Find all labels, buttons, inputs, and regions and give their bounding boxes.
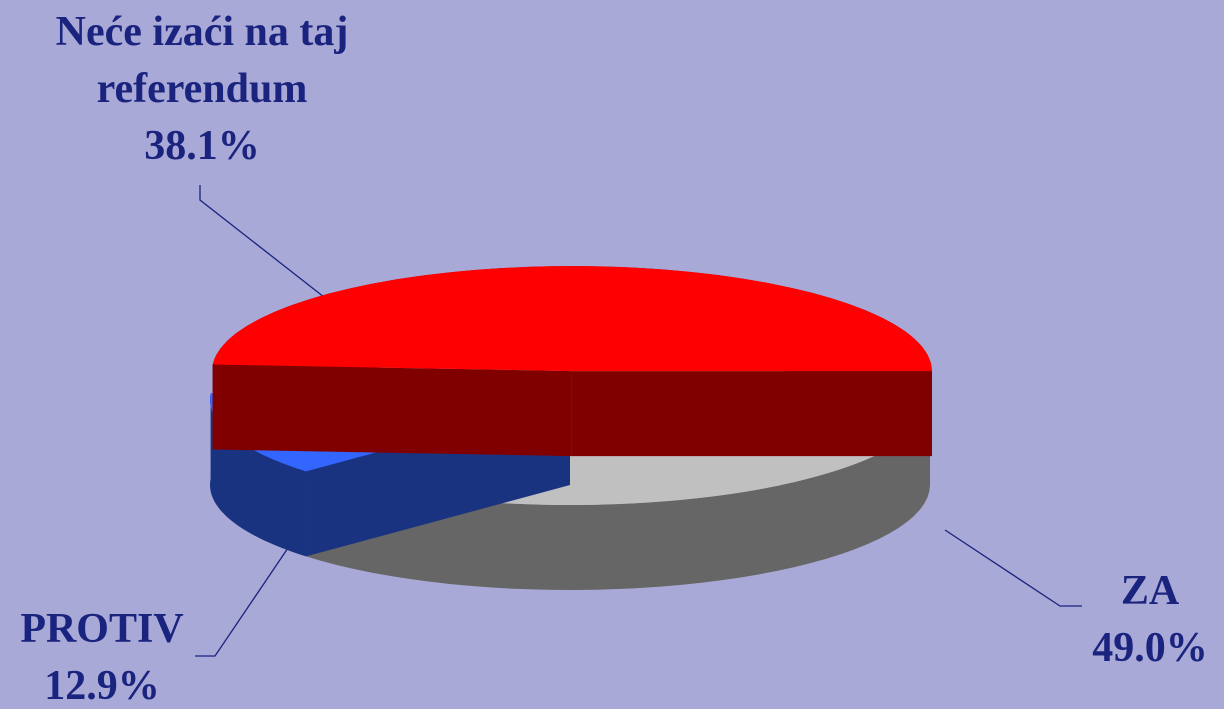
leader-line-neceizaci bbox=[199, 185, 339, 309]
slice-label-neceizaci-name: Neće izaći na taj referendum bbox=[55, 9, 349, 112]
slice-label-protiv-name: PROTIV bbox=[20, 606, 184, 652]
leader-line-protiv bbox=[195, 544, 291, 657]
leader-lines bbox=[195, 185, 1082, 657]
slice-label-neceizaci: Neće izaći na taj referendum 38.1% bbox=[14, 4, 390, 175]
slice-label-za-value: 49.0% bbox=[1092, 625, 1208, 671]
slice-za bbox=[212, 266, 932, 457]
slice-label-protiv: PROTIV 12.9% bbox=[2, 601, 202, 709]
slice-nec-e-izac-i-na-taj-referendum-wall bbox=[306, 400, 930, 590]
slice-label-protiv-value: 12.9% bbox=[44, 663, 160, 709]
slice-label-neceizaci-value: 38.1% bbox=[144, 123, 260, 169]
slice-label-za: ZA 49.0% bbox=[1080, 563, 1220, 677]
slice-za-side-a bbox=[571, 371, 932, 457]
pie-slices bbox=[209, 266, 932, 590]
slice-protiv-wall bbox=[210, 393, 307, 557]
slice-za-top bbox=[212, 266, 932, 372]
slice-za-side-b bbox=[212, 364, 572, 457]
leader-line-za bbox=[944, 529, 1082, 607]
slice-label-za-name: ZA bbox=[1120, 568, 1180, 614]
